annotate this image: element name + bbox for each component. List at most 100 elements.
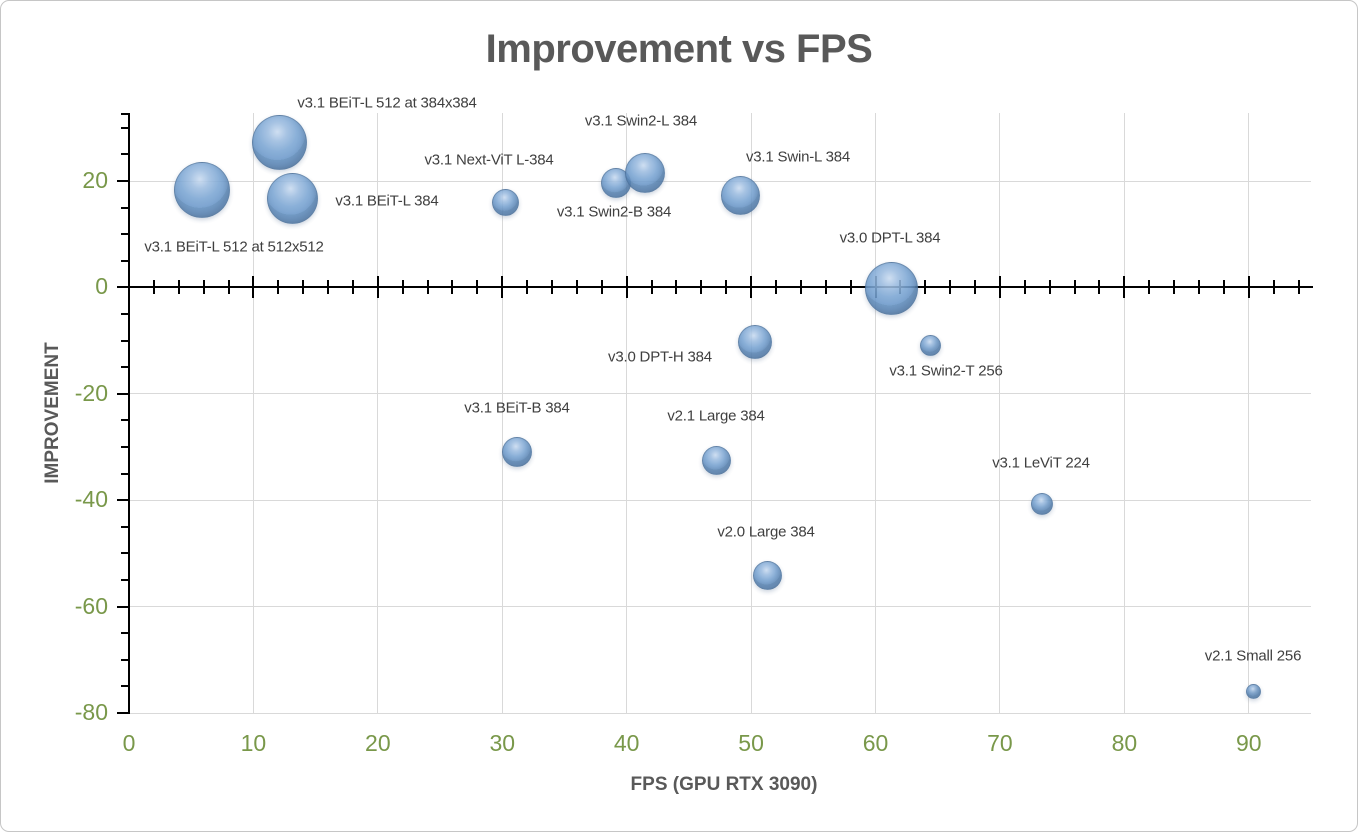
gridline-y--60 xyxy=(129,606,1311,608)
gridline-x-70 xyxy=(999,113,1001,713)
x-minor-tick-74 xyxy=(1048,280,1051,295)
y-minor-tick--30 xyxy=(120,446,128,449)
x-major-tick-80 xyxy=(1123,276,1126,299)
x-major-tick-10 xyxy=(252,276,255,299)
x-minor-tick-36 xyxy=(575,280,578,295)
y-tick-label--20: -20 xyxy=(74,379,108,406)
y-major-tick-0 xyxy=(116,286,128,289)
data-label-v3-1-beit-b-384: v3.1 BEiT-B 384 xyxy=(464,399,570,417)
bubble-v3-0-dpt-h-384 xyxy=(737,325,772,360)
y-axis-title: IMPROVEMENT xyxy=(42,342,63,484)
gridline-x-20 xyxy=(377,113,379,713)
x-major-tick-20 xyxy=(376,276,379,299)
bubble-v3-1-levit-224 xyxy=(1031,492,1053,515)
gridline-x-40 xyxy=(626,113,628,713)
bubble-v3-1-beit-l-512-at-512x512 xyxy=(174,161,231,218)
x-axis-line xyxy=(127,286,1313,289)
bubble-v2-1-large-384 xyxy=(701,445,731,475)
data-label-v3-1-swin-l-384: v3.1 Swin-L 384 xyxy=(745,148,851,166)
bubble-v3-1-beit-b-384 xyxy=(501,437,532,468)
x-minor-tick-76 xyxy=(1073,280,1076,295)
x-minor-tick-66 xyxy=(949,280,952,295)
bubble-v2-1-small-256 xyxy=(1246,684,1262,700)
gridline-y--40 xyxy=(129,499,1311,501)
y-minor-tick-15 xyxy=(120,206,128,209)
x-tick-label-50: 50 xyxy=(738,730,764,756)
y-minor-tick--25 xyxy=(120,419,128,422)
x-tick-label-20: 20 xyxy=(365,730,391,756)
y-minor-tick--45 xyxy=(120,525,128,528)
x-minor-tick-54 xyxy=(799,280,802,295)
x-major-tick-50 xyxy=(750,276,753,299)
gridline-x-60 xyxy=(875,113,877,713)
gridline-y-20 xyxy=(129,180,1311,182)
x-minor-tick-6 xyxy=(202,280,205,295)
y-minor-tick--10 xyxy=(120,339,128,342)
y-tick-label-20: 20 xyxy=(82,167,108,194)
data-label-v3-1-beit-l-384: v3.1 BEiT-L 384 xyxy=(335,192,439,210)
x-minor-tick-52 xyxy=(774,280,777,295)
y-major-tick-20 xyxy=(116,180,128,183)
x-minor-tick-86 xyxy=(1198,280,1201,295)
y-major-tick--60 xyxy=(116,605,128,608)
data-label-v2-1-large-384: v2.1 Large 384 xyxy=(667,407,765,425)
y-minor-tick-30 xyxy=(120,126,128,129)
y-tick-label--80: -80 xyxy=(74,699,108,725)
x-minor-tick-24 xyxy=(426,280,429,295)
x-minor-tick-94 xyxy=(1297,280,1300,295)
x-minor-tick-26 xyxy=(451,280,454,295)
y-major-tick--40 xyxy=(116,499,128,502)
data-label-v3-1-levit-224: v3.1 LeViT 224 xyxy=(992,454,1090,472)
x-minor-tick-64 xyxy=(924,280,927,295)
x-major-tick-30 xyxy=(501,276,504,299)
x-minor-tick-84 xyxy=(1173,280,1176,295)
gridline-x-90 xyxy=(1248,113,1250,713)
data-label-v2-0-large-384: v2.0 Large 384 xyxy=(717,523,815,541)
x-tick-label-90: 90 xyxy=(1235,730,1262,756)
x-minor-tick-88 xyxy=(1222,280,1225,295)
x-major-tick-0 xyxy=(128,276,130,299)
x-minor-tick-92 xyxy=(1272,280,1275,295)
x-minor-tick-68 xyxy=(974,280,977,295)
y-minor-tick-5 xyxy=(120,259,128,262)
y-minor-tick-25 xyxy=(120,153,128,156)
y-major-tick--20 xyxy=(116,392,128,395)
x-minor-tick-28 xyxy=(476,280,479,295)
y-minor-tick--55 xyxy=(120,579,128,582)
x-axis-title: FPS (GPU RTX 3090) xyxy=(630,774,818,795)
bubble-v3-1-beit-l-512-at-384x384 xyxy=(251,114,307,170)
data-label-v3-1-swin2-b-384: v3.1 Swin2-B 384 xyxy=(556,203,672,221)
x-minor-tick-22 xyxy=(401,280,404,295)
x-minor-tick-56 xyxy=(824,280,827,295)
x-minor-tick-82 xyxy=(1148,280,1151,295)
y-minor-tick--15 xyxy=(120,366,128,369)
y-tick-label--60: -60 xyxy=(74,592,108,619)
data-label-v3-1-swin2-l-384: v3.1 Swin2-L 384 xyxy=(584,112,698,130)
x-tick-label-30: 30 xyxy=(489,730,516,756)
bubble-v3-1-swin-l-384 xyxy=(721,176,761,216)
data-label-v3-1-beit-l-512-at-384x384: v3.1 BEiT-L 512 at 384x384 xyxy=(297,94,477,112)
gridline-x-50 xyxy=(750,113,752,713)
gridline-y--80 xyxy=(129,712,1311,714)
y-axis-line xyxy=(127,113,130,714)
data-label-v3-0-dpt-l-384: v3.0 DPT-L 384 xyxy=(839,229,941,247)
y-major-tick--80 xyxy=(116,712,128,714)
gridline-y--20 xyxy=(129,393,1311,395)
x-minor-tick-2 xyxy=(152,280,155,295)
x-tick-label-10: 10 xyxy=(240,730,267,756)
bubble-v2-0-large-384 xyxy=(752,561,782,591)
x-minor-tick-4 xyxy=(177,280,180,295)
y-minor-tick--70 xyxy=(120,658,128,661)
data-label-v3-1-swin2-t-256: v3.1 Swin2-T 256 xyxy=(889,362,1003,380)
bubble-v3-0-dpt-l-384 xyxy=(864,261,918,315)
x-minor-tick-18 xyxy=(351,280,354,295)
data-label-v3-1-next-vit-l-384: v3.1 Next-ViT L-384 xyxy=(424,151,554,169)
x-tick-label-0: 0 xyxy=(122,730,136,756)
gridline-x-30 xyxy=(501,113,503,713)
y-minor-tick-10 xyxy=(120,233,128,236)
y-minor-tick--65 xyxy=(120,632,128,635)
x-minor-tick-14 xyxy=(302,280,305,295)
data-label-v3-0-dpt-h-384: v3.0 DPT-H 384 xyxy=(608,348,712,366)
data-label-v3-1-beit-l-512-at-512x512: v3.1 BEiT-L 512 at 512x512 xyxy=(144,238,324,256)
